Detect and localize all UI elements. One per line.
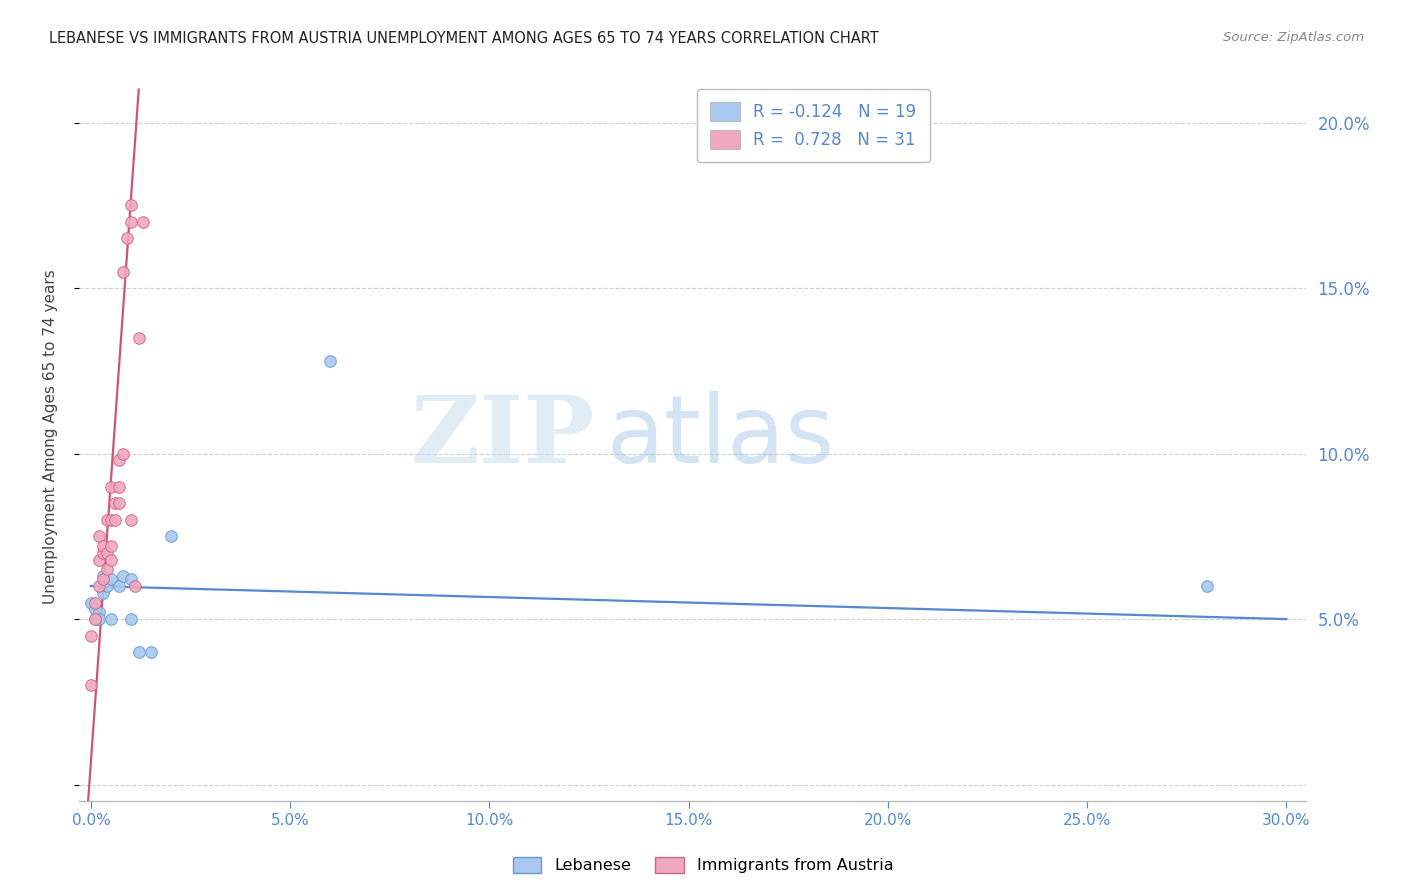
Point	[87, 552, 110, 566]
Point	[100, 539, 122, 553]
Y-axis label: Unemployment Among Ages 65 to 74 years: Unemployment Among Ages 65 to 74 years	[44, 269, 58, 605]
Point	[128, 645, 150, 659]
Point	[83, 602, 105, 616]
Point	[96, 579, 118, 593]
Point	[104, 496, 127, 510]
Point	[1195, 579, 1218, 593]
Point	[139, 645, 162, 659]
Point	[111, 264, 134, 278]
Text: LEBANESE VS IMMIGRANTS FROM AUSTRIA UNEMPLOYMENT AMONG AGES 65 TO 74 YEARS CORRE: LEBANESE VS IMMIGRANTS FROM AUSTRIA UNEM…	[49, 31, 879, 46]
Point	[87, 606, 110, 620]
Point	[319, 354, 342, 368]
Point	[80, 629, 103, 643]
Point	[83, 596, 105, 610]
Point	[107, 453, 129, 467]
Text: Source: ZipAtlas.com: Source: ZipAtlas.com	[1223, 31, 1364, 45]
Point	[115, 231, 138, 245]
Point	[83, 612, 105, 626]
Point	[91, 569, 114, 583]
Point	[128, 331, 150, 345]
Point	[96, 513, 118, 527]
Point	[111, 447, 134, 461]
Point	[107, 496, 129, 510]
Point	[96, 562, 118, 576]
Point	[107, 480, 129, 494]
Point	[87, 579, 110, 593]
Legend: R = -0.124   N = 19, R =  0.728   N = 31: R = -0.124 N = 19, R = 0.728 N = 31	[696, 88, 929, 162]
Text: ZIP: ZIP	[411, 392, 595, 482]
Point	[91, 539, 114, 553]
Point	[96, 546, 118, 560]
Point	[120, 198, 142, 212]
Point	[111, 569, 134, 583]
Point	[87, 529, 110, 543]
Point	[159, 529, 181, 543]
Text: atlas: atlas	[607, 391, 835, 483]
Point	[83, 612, 105, 626]
Point	[91, 546, 114, 560]
Point	[104, 513, 127, 527]
Point	[80, 596, 103, 610]
Point	[100, 612, 122, 626]
Point	[120, 513, 142, 527]
Point	[107, 579, 129, 593]
Point	[120, 573, 142, 587]
Point	[80, 678, 103, 692]
Point	[124, 579, 146, 593]
Point	[132, 215, 155, 229]
Point	[100, 513, 122, 527]
Point	[91, 585, 114, 599]
Legend: Lebanese, Immigrants from Austria: Lebanese, Immigrants from Austria	[506, 850, 900, 880]
Point	[120, 612, 142, 626]
Point	[87, 612, 110, 626]
Point	[100, 573, 122, 587]
Point	[100, 480, 122, 494]
Point	[100, 552, 122, 566]
Point	[120, 215, 142, 229]
Point	[91, 573, 114, 587]
